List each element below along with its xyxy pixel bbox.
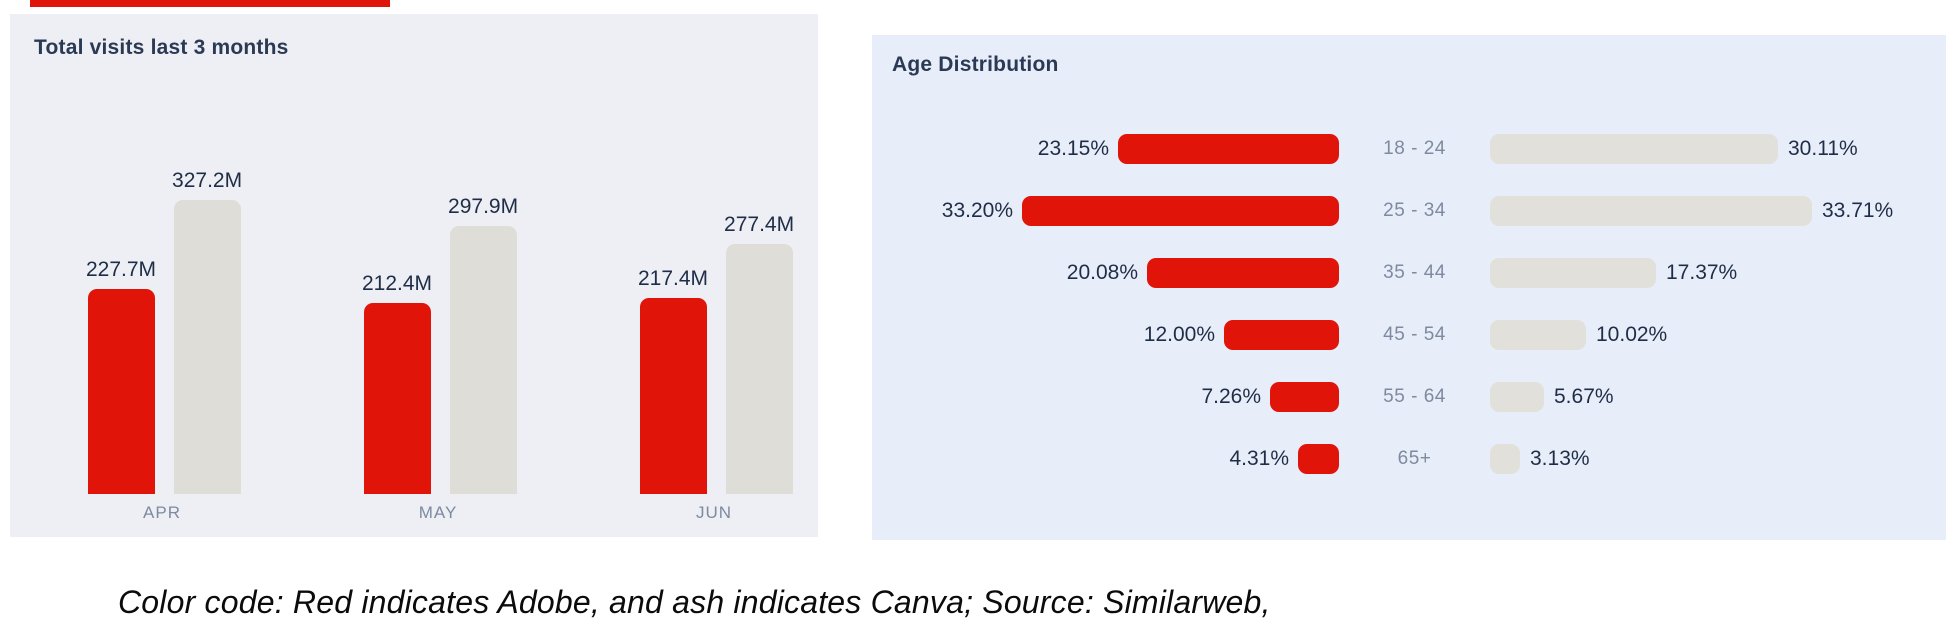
top-left-red-strip <box>30 0 390 7</box>
visit-group-may: 212.4M 297.9M MAY <box>362 195 518 523</box>
canva-bar <box>1490 382 1544 412</box>
adobe-pct-label: 33.20% <box>941 199 1013 222</box>
age-category-label: 35 - 44 <box>1383 262 1446 283</box>
adobe-pct-label: 23.15% <box>1037 137 1109 160</box>
canva-side: 30.11% <box>1490 134 1946 164</box>
bar-column-canva: 327.2M <box>172 169 242 494</box>
canva-bar <box>1490 320 1586 350</box>
bar-column-canva: 277.4M <box>724 213 794 494</box>
adobe-bar <box>1270 382 1339 412</box>
canva-side: 10.02% <box>1490 320 1946 350</box>
age-tornado-chart: 23.15% 18 - 24 30.11% 33.20% 25 - 34 33.71% 20… <box>872 134 1946 474</box>
adobe-bar <box>1118 134 1339 164</box>
canva-side: 3.13% <box>1490 444 1946 474</box>
visits-bar-chart: 227.7M 327.2M APR 212.4M 297.9M MAY 217.4M 277.… <box>10 169 818 523</box>
age-category-label: 25 - 34 <box>1383 200 1446 221</box>
adobe-side: 33.20% <box>872 196 1339 226</box>
age-row-18-24: 23.15% 18 - 24 30.11% <box>872 134 1946 164</box>
canva-bar <box>449 226 517 494</box>
adobe-side: 20.08% <box>872 258 1339 288</box>
adobe-pct-label: 20.08% <box>1066 261 1138 284</box>
adobe-pct-label: 7.26% <box>1201 385 1261 408</box>
canva-bar <box>1490 258 1656 288</box>
bar-value-label: 217.4M <box>638 267 709 290</box>
adobe-bar <box>639 298 707 494</box>
bar-value-label: 297.9M <box>448 195 519 218</box>
canva-side: 5.67% <box>1490 382 1946 412</box>
color-code-caption: Color code: Red indicates Adobe, and ash… <box>118 584 1271 620</box>
age-category-label: 18 - 24 <box>1383 138 1446 159</box>
bar-column-adobe: 227.7M <box>86 258 156 494</box>
canva-pct-label: 17.37% <box>1666 261 1738 284</box>
canva-bar <box>173 200 241 494</box>
adobe-bar <box>1147 258 1339 288</box>
bar-value-label: 212.4M <box>362 272 433 295</box>
age-row-25-34: 33.20% 25 - 34 33.71% <box>872 196 1946 226</box>
bar-column-adobe: 217.4M <box>638 267 708 494</box>
age-category-label: 65+ <box>1397 448 1432 469</box>
age-panel: Age Distribution 23.15% 18 - 24 30.11% 33.2… <box>872 35 1946 540</box>
canva-side: 17.37% <box>1490 258 1946 288</box>
adobe-side: 4.31% <box>872 444 1339 474</box>
age-row-65+: 4.31% 65+ 3.13% <box>872 444 1946 474</box>
bar-value-label: 327.2M <box>172 169 243 192</box>
adobe-bar <box>1022 196 1339 226</box>
adobe-bar <box>87 289 155 494</box>
canva-pct-label: 33.71% <box>1822 199 1894 222</box>
bar-column-canva: 297.9M <box>448 195 518 494</box>
adobe-side: 23.15% <box>872 134 1339 164</box>
visit-bars: 217.4M 277.4M <box>638 213 794 494</box>
age-row-45-54: 12.00% 45 - 54 10.02% <box>872 320 1946 350</box>
bar-value-label: 227.7M <box>86 258 157 281</box>
canva-pct-label: 10.02% <box>1596 323 1668 346</box>
canva-bar <box>1490 196 1812 226</box>
month-label: MAY <box>418 503 458 522</box>
adobe-side: 12.00% <box>872 320 1339 350</box>
visit-bars: 227.7M 327.2M <box>86 169 242 494</box>
canva-pct-label: 30.11% <box>1788 137 1858 160</box>
bar-column-adobe: 212.4M <box>362 272 432 494</box>
adobe-pct-label: 4.31% <box>1229 447 1289 470</box>
canva-bar <box>1490 134 1778 164</box>
canva-pct-label: 3.13% <box>1530 447 1590 470</box>
adobe-bar <box>1298 444 1339 474</box>
canva-side: 33.71% <box>1490 196 1946 226</box>
adobe-pct-label: 12.00% <box>1143 323 1215 346</box>
visit-group-jun: 217.4M 277.4M JUN <box>638 213 794 523</box>
visit-group-apr: 227.7M 327.2M APR <box>86 169 242 523</box>
age-title: Age Distribution <box>892 53 1059 76</box>
adobe-bar <box>1224 320 1339 350</box>
canva-bar <box>1490 444 1520 474</box>
age-row-55-64: 7.26% 55 - 64 5.67% <box>872 382 1946 412</box>
age-category-label: 45 - 54 <box>1383 324 1446 345</box>
adobe-side: 7.26% <box>872 382 1339 412</box>
age-row-35-44: 20.08% 35 - 44 17.37% <box>872 258 1946 288</box>
month-label: APR <box>143 503 181 522</box>
visits-panel: Total visits last 3 months 227.7M 327.2M A… <box>10 14 818 537</box>
canva-pct-label: 5.67% <box>1554 385 1614 408</box>
visit-bars: 212.4M 297.9M <box>362 195 518 494</box>
adobe-bar <box>363 303 431 494</box>
visits-title: Total visits last 3 months <box>34 36 289 59</box>
month-label: JUN <box>695 503 733 522</box>
bar-value-label: 277.4M <box>724 213 795 236</box>
age-category-label: 55 - 64 <box>1383 386 1446 407</box>
canva-bar <box>725 244 793 494</box>
